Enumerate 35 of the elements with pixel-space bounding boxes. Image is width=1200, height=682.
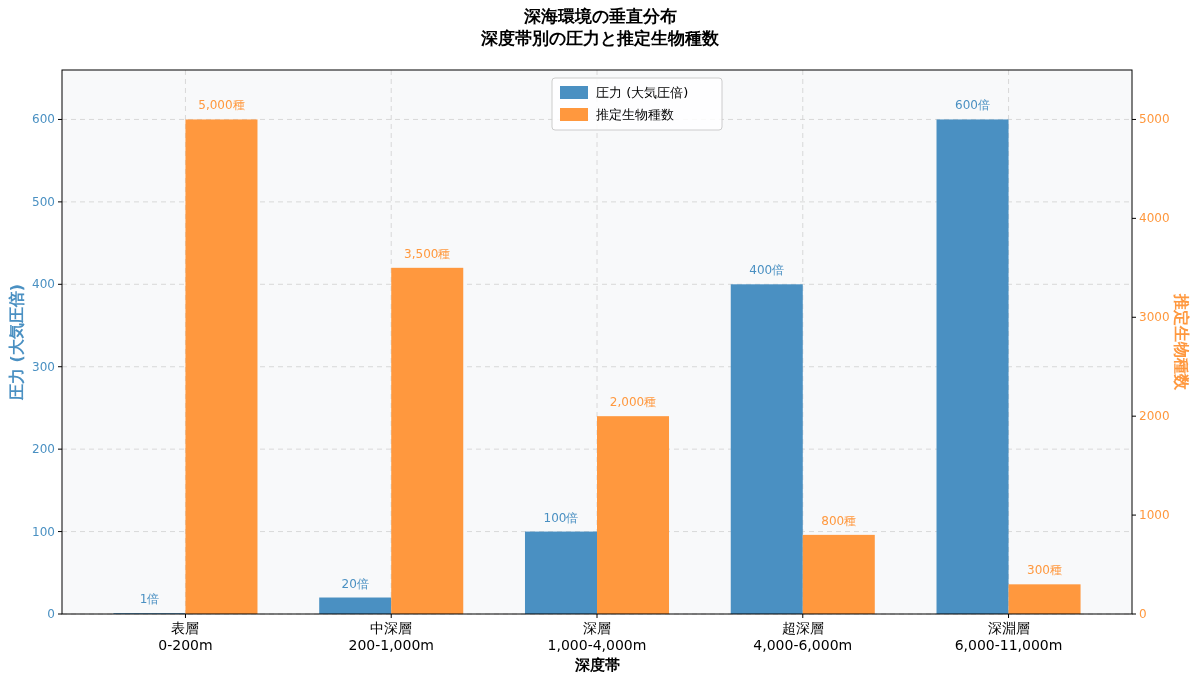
y-tick-label: 300 bbox=[32, 359, 55, 374]
y2-tick-label: 3000 bbox=[1139, 310, 1170, 325]
y2-axis-title: 推定生物種数 bbox=[1172, 293, 1191, 391]
x-tick-label: 超深層 4,000-6,000m bbox=[753, 620, 853, 653]
data-label: 300種 bbox=[1027, 563, 1062, 578]
y-tick-label: 600 bbox=[32, 112, 55, 127]
x-tick-label: 表層 0-200m bbox=[158, 620, 213, 653]
y2-tick-label: 0 bbox=[1139, 607, 1147, 621]
x-tick-label: 中深層 200-1,000m bbox=[348, 620, 434, 653]
legend-label: 圧力 (大気圧倍) bbox=[596, 85, 689, 100]
legend-label: 推定生物種数 bbox=[596, 107, 674, 122]
y2-tick-label: 5000 bbox=[1139, 112, 1170, 127]
chart-title: 深海環境の垂直分布 bbox=[522, 6, 677, 26]
x-tick-label: 深淵層 6,000-11,000m bbox=[954, 620, 1063, 653]
x-axis-title: 深度帯 bbox=[573, 656, 620, 674]
y-tick-label: 200 bbox=[32, 442, 55, 457]
y-tick-label: 0 bbox=[47, 607, 55, 621]
y2-tick-label: 2000 bbox=[1139, 409, 1170, 424]
data-label: 800種 bbox=[821, 513, 857, 528]
data-label: 2,000種 bbox=[609, 395, 657, 410]
x-tick-label: 深層 1,000-4,000m bbox=[547, 620, 647, 653]
y-axis-title: 圧力 (大気圧倍) bbox=[7, 283, 26, 402]
y-tick-label: 100 bbox=[32, 524, 55, 539]
data-label: 5,000種 bbox=[198, 98, 245, 113]
data-label: 400倍 bbox=[749, 263, 785, 278]
chart-subtitle: 深度帯別の圧力と推定生物種数 bbox=[480, 28, 720, 48]
data-label: 100倍 bbox=[543, 510, 579, 525]
data-label: 3,500種 bbox=[404, 246, 451, 261]
data-label: 600倍 bbox=[955, 98, 990, 113]
y-tick-label: 400 bbox=[32, 277, 55, 292]
data-label: 1倍 bbox=[139, 592, 160, 607]
y2-tick-label: 4000 bbox=[1139, 211, 1170, 226]
y-tick-label: 500 bbox=[32, 194, 55, 209]
y2-tick-label: 1000 bbox=[1139, 508, 1170, 523]
data-label: 20倍 bbox=[341, 576, 369, 591]
